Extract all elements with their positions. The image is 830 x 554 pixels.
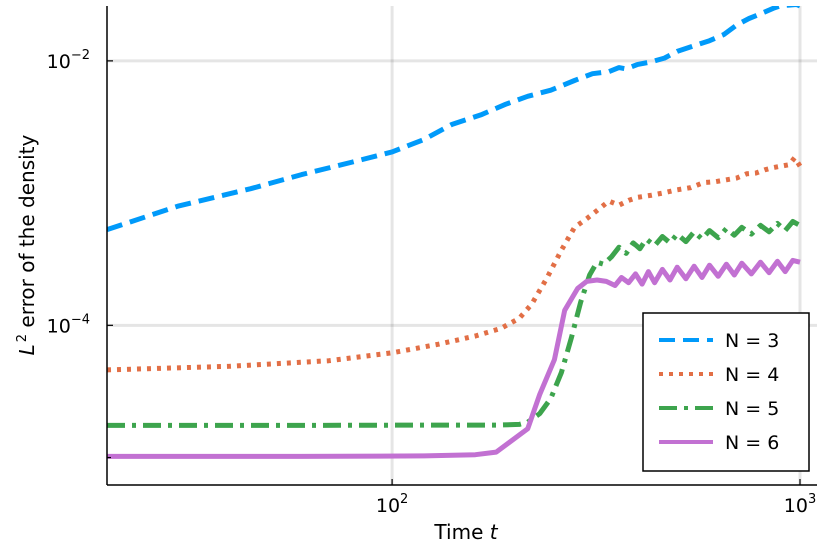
x-tick-label: 102 (376, 492, 408, 517)
series-line-n=6 (107, 257, 801, 459)
axes (106, 6, 817, 486)
y-axis-label-var: L (15, 344, 39, 355)
y-axis-label-sup: 2 (15, 334, 30, 342)
x-axis-label: Time t (433, 520, 498, 544)
y-tick-label: 10−4 (47, 312, 90, 337)
y-tick-label: 10−2 (47, 48, 90, 73)
x-tick-exp: 3 (808, 492, 816, 507)
y-tick-base: 10 (47, 315, 71, 337)
y-tick-exp: −4 (71, 312, 90, 327)
y-axis-label-text: error of the density (15, 134, 39, 333)
x-tick-label: 103 (784, 492, 816, 517)
x-tick-exp: 2 (400, 492, 408, 507)
series-line-n=5 (107, 219, 802, 428)
legend-label: N = 4 (725, 364, 779, 386)
y-tick-base: 10 (47, 51, 71, 73)
series-layer (107, 6, 803, 459)
x-tick-base: 10 (376, 495, 400, 517)
y-axis-label: L 2 error of the density (15, 134, 39, 355)
legend: N = 3 N = 4 N = 5 N = 6 (642, 312, 810, 472)
legend-label: N = 3 (725, 330, 779, 352)
series-line-n=3 (107, 6, 800, 232)
legend-label: N = 6 (725, 432, 779, 454)
y-tick-exp: −2 (71, 48, 90, 63)
x-axis-label-var: t (490, 520, 499, 544)
legend-label: N = 5 (725, 398, 779, 420)
x-axis-label-text: Time (433, 520, 489, 544)
x-tick-base: 10 (784, 495, 808, 517)
